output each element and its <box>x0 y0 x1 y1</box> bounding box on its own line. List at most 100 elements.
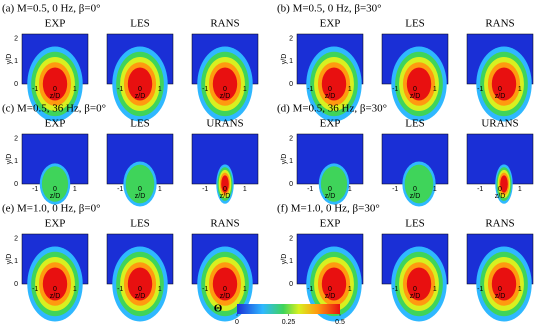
contour-plot <box>106 33 174 122</box>
column-label: RANS <box>210 18 239 30</box>
x-axis-label: z/D <box>50 293 61 300</box>
x-tick-label: 0 <box>328 286 332 293</box>
panel-title: (a) M=0.5, 0 Hz, β=0° <box>2 3 100 15</box>
x-tick-label: 1 <box>433 186 437 193</box>
x-tick-label: 1 <box>348 286 352 293</box>
contour-band <box>321 67 347 101</box>
y-tick-label: 1 <box>14 258 18 265</box>
x-tick-label: -1 <box>202 86 208 93</box>
y-tick-label: 0 <box>289 181 293 188</box>
panel-title: (b) M=0.5, 0 Hz, β=30° <box>277 3 382 15</box>
y-tick-label: 2 <box>289 235 293 242</box>
y-tick-label: 0 <box>289 281 293 288</box>
contour-plot <box>466 133 534 204</box>
x-tick-label: 1 <box>158 86 162 93</box>
panel-title: (d) M=0.5, 36 Hz, β=30° <box>277 103 387 115</box>
x-axis-label: z/D <box>220 93 231 100</box>
contour-plot <box>191 33 259 122</box>
y-axis-label: y/D <box>281 54 288 65</box>
column-label: URANS <box>206 118 243 130</box>
panel-title: (f) M=1.0, 0 Hz, β=30° <box>277 203 380 215</box>
x-tick-label: 1 <box>348 186 352 193</box>
x-tick-label: 0 <box>328 186 332 193</box>
y-tick-label: 2 <box>289 35 293 42</box>
x-tick-label: 0 <box>53 286 57 293</box>
x-tick-label: 0 <box>53 86 57 93</box>
x-axis-label: z/D <box>135 293 146 300</box>
x-tick-label: -1 <box>307 286 313 293</box>
x-tick-label: -1 <box>117 186 123 193</box>
x-tick-label: -1 <box>392 86 398 93</box>
x-tick-label: 0 <box>413 186 417 193</box>
y-tick-label: 0 <box>289 81 293 88</box>
x-tick-label: 0 <box>138 286 142 293</box>
y-tick-label: 1 <box>289 158 293 165</box>
x-tick-label: 0 <box>138 86 142 93</box>
x-tick-label: 0 <box>138 186 142 193</box>
x-axis-label: z/D <box>50 193 61 200</box>
column-label: URANS <box>481 118 518 130</box>
contour-band <box>125 164 155 204</box>
column-label: EXP <box>320 18 341 30</box>
contour-plot <box>466 33 534 122</box>
contour-band <box>42 267 68 301</box>
contour-plot <box>21 233 89 322</box>
contour-band <box>127 67 153 101</box>
x-tick-label: 1 <box>73 86 77 93</box>
x-axis-label: z/D <box>495 93 506 100</box>
x-tick-label: 0 <box>498 186 502 193</box>
contour-plot <box>296 233 364 322</box>
y-tick-label: 1 <box>14 58 18 65</box>
contour-plot <box>106 133 174 207</box>
x-axis-label: z/D <box>325 293 336 300</box>
x-axis-label: z/D <box>410 193 421 200</box>
colorbar <box>237 304 340 314</box>
contour-plot <box>381 33 449 122</box>
contour-band <box>212 267 238 301</box>
contour-band <box>406 67 432 101</box>
x-tick-label: 1 <box>243 86 247 93</box>
x-tick-label: 1 <box>73 186 77 193</box>
contour-plot <box>466 233 534 322</box>
x-tick-label: -1 <box>307 186 313 193</box>
y-axis-label: y/D <box>6 154 13 165</box>
x-axis-label: z/D <box>495 193 506 200</box>
x-tick-label: -1 <box>32 86 38 93</box>
y-tick-label: 1 <box>289 258 293 265</box>
x-tick-label: 1 <box>518 86 522 93</box>
colorbar-tick-label: 0.5 <box>335 319 345 326</box>
x-tick-label: -1 <box>307 86 313 93</box>
y-tick-label: 2 <box>14 235 18 242</box>
contour-band <box>127 267 153 301</box>
y-tick-label: 1 <box>14 158 18 165</box>
column-label: EXP <box>45 18 66 30</box>
x-tick-label: 1 <box>433 86 437 93</box>
x-tick-label: 0 <box>223 286 227 293</box>
column-label: LES <box>405 18 425 30</box>
column-label: EXP <box>320 118 341 130</box>
colorbar-tick-label: 0.25 <box>282 319 296 326</box>
x-axis-label: z/D <box>325 93 336 100</box>
y-tick-label: 2 <box>289 135 293 142</box>
x-tick-label: 0 <box>413 86 417 93</box>
plot-background <box>106 133 174 185</box>
x-axis-label: z/D <box>220 293 231 300</box>
x-tick-label: 1 <box>348 86 352 93</box>
contour-plot <box>106 233 174 322</box>
column-label: LES <box>130 18 150 30</box>
y-axis-label: y/D <box>6 54 13 65</box>
x-tick-label: -1 <box>202 286 208 293</box>
x-tick-label: -1 <box>392 186 398 193</box>
contour-plot <box>191 233 259 322</box>
contour-band <box>491 67 517 101</box>
y-axis-label: y/D <box>281 254 288 265</box>
x-tick-label: -1 <box>32 186 38 193</box>
contour-band <box>321 267 347 301</box>
colorbar-symbol: Θ <box>214 303 223 315</box>
contour-plot <box>296 33 364 122</box>
x-tick-label: 0 <box>53 186 57 193</box>
x-tick-label: -1 <box>477 186 483 193</box>
contour-band <box>42 67 68 101</box>
x-tick-label: 1 <box>433 286 437 293</box>
contour-plot <box>296 133 364 205</box>
